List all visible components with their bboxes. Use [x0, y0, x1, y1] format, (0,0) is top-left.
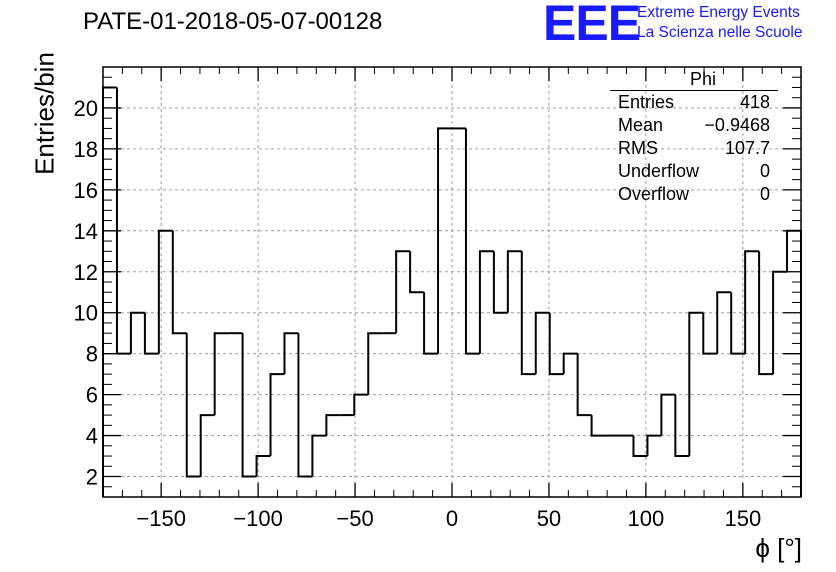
y-axis-label: Entries/bin: [29, 52, 60, 175]
histogram-bin: [213, 332, 229, 416]
x-tick-label: −100: [233, 506, 283, 531]
histogram-bin: [744, 250, 760, 354]
x-axis-label: ϕ [°]: [755, 533, 802, 563]
histogram-bin: [562, 352, 578, 375]
logo-caption-line1: Extreme Energy Events: [637, 4, 800, 21]
stats-label: Overflow: [618, 184, 690, 204]
tick-labels: −150 −100 −50 0 50 100 150 2 4 6 8 10 12 14 16 18 20: [74, 96, 762, 531]
stats-box: Phi Entries 418 Mean −0.9468 RMS 107.7 U…: [610, 68, 778, 206]
stats-value: 0: [759, 184, 770, 204]
histogram-bin: [674, 394, 690, 458]
plot-frame: [102, 66, 802, 498]
y-tick-label: 14: [74, 219, 98, 244]
histogram-bin: [758, 251, 774, 376]
histogram-bin: [632, 435, 648, 458]
histogram-bin: [423, 292, 439, 355]
stats-label: Underflow: [618, 161, 700, 181]
stats-row-entries: Entries 418: [610, 91, 778, 114]
histogram-bin: [437, 127, 452, 354]
histogram-bin: [297, 333, 313, 478]
histogram-bin: [367, 332, 383, 395]
stats-row-mean: Mean −0.9468: [610, 114, 778, 137]
x-tick-label: −150: [136, 506, 186, 531]
histogram-bin: [409, 251, 425, 294]
y-tick-label: 6: [86, 383, 98, 408]
histogram-bin: [464, 128, 480, 355]
eee-logo: EEE: [543, 0, 641, 51]
stats-label: Mean: [618, 115, 664, 135]
logo-caption-line2: La Scienza nelle Scuole: [637, 24, 803, 41]
histogram-bin: [520, 251, 536, 376]
histogram-bin: [353, 393, 369, 416]
histogram-bin: [492, 251, 508, 314]
histogram-bin: [241, 333, 257, 478]
histogram-bin: [185, 333, 201, 478]
y-tick-label: 8: [86, 342, 98, 367]
stats-value: 418: [739, 92, 770, 112]
histogram-bin: [311, 434, 327, 477]
histogram-bin: [478, 250, 494, 354]
x-tick-label: 150: [724, 506, 761, 531]
x-tick-label: −50: [336, 506, 373, 531]
stats-value: −0.9468: [704, 115, 770, 135]
histogram-bin: [548, 312, 564, 376]
histogram-bin: [143, 312, 159, 355]
logo-caption: Extreme Energy Events La Scienza nelle S…: [637, 3, 802, 43]
stats-label: Entries: [618, 92, 675, 112]
y-tick-label: 4: [86, 424, 98, 449]
histogram-bin: [772, 270, 788, 375]
histogram-bin: [576, 353, 592, 417]
y-tick-label: 18: [74, 137, 98, 162]
histogram-bin: [688, 311, 704, 457]
histogram-bin: [157, 229, 173, 354]
histogram-bin: [325, 414, 341, 436]
histogram-bin: [129, 311, 145, 354]
y-tick-label: 16: [74, 178, 98, 203]
stats-row-underflow: Underflow 0: [610, 160, 778, 183]
histogram-bin: [283, 332, 299, 375]
chart-title: PATE-01-2018-05-07-00128: [83, 8, 383, 35]
stats-title: Phi: [610, 68, 778, 91]
x-tick-label: 100: [628, 506, 665, 531]
histogram-bin: [171, 230, 187, 335]
stats-value: 107.7: [724, 138, 770, 158]
histogram-bin: [115, 87, 131, 355]
stats-row-overflow: Overflow 0: [610, 183, 778, 206]
histogram-bin: [590, 415, 606, 437]
histogram-bin: [660, 393, 676, 436]
histogram-bin: [716, 291, 732, 354]
histogram-bin: [730, 292, 746, 355]
y-tick-label: 10: [74, 301, 98, 326]
y-tick-label: 12: [74, 260, 98, 285]
stats-label: RMS: [618, 138, 658, 158]
histogram-bin: [199, 414, 215, 477]
x-tick-label: 50: [537, 506, 561, 531]
stats-row-rms: RMS 107.7: [610, 137, 778, 160]
histogram-bin: [255, 455, 271, 477]
grid-lines: [103, 67, 801, 497]
x-tick-label: 0: [446, 506, 458, 531]
histogram-bin: [269, 373, 285, 457]
histogram-bin: [534, 311, 550, 375]
y-tick-label: 20: [74, 96, 98, 121]
histogram-bin: [395, 250, 411, 334]
stats-value: 0: [759, 161, 770, 181]
histogram-bin: [702, 312, 718, 355]
y-tick-label: 2: [86, 465, 98, 490]
histogram-bin: [506, 250, 522, 313]
axis-ticks: [102, 67, 802, 497]
histogram-bin: [646, 434, 662, 457]
